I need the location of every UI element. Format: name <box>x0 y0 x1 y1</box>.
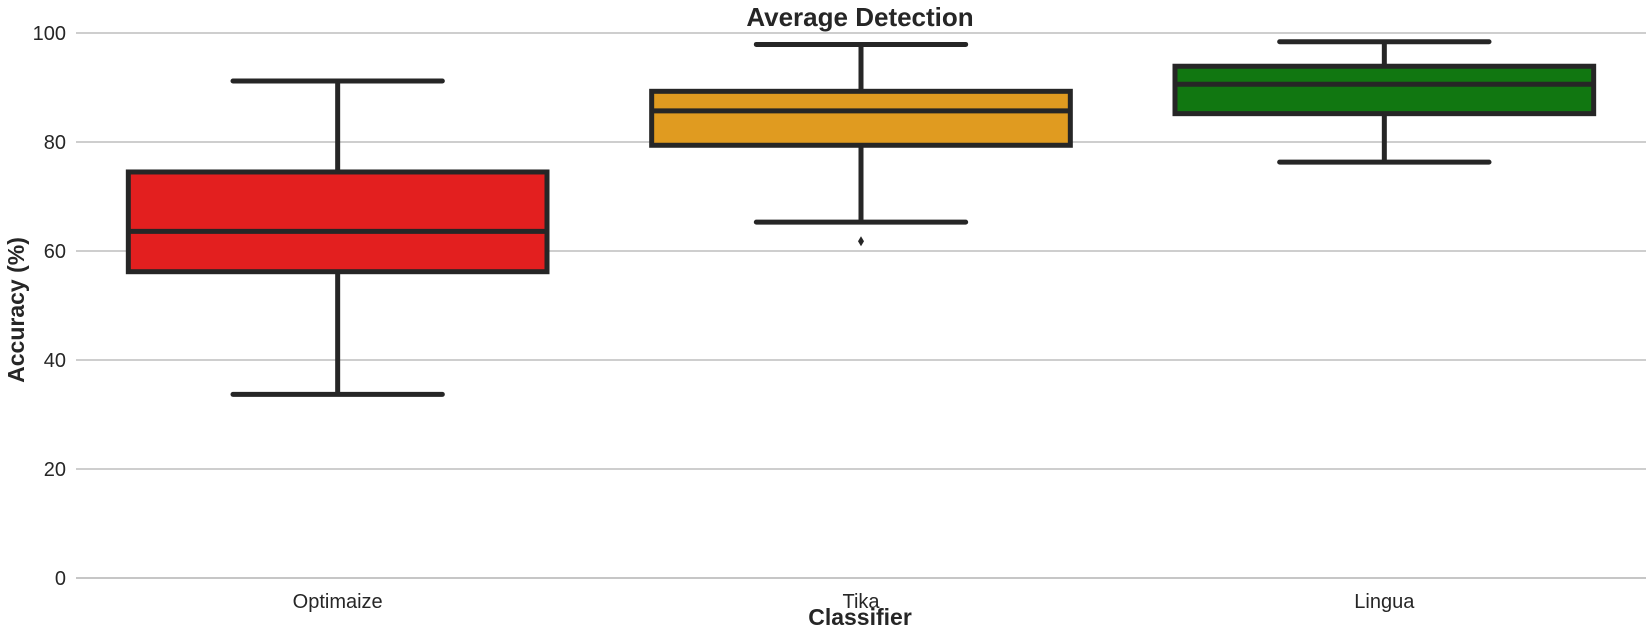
box-tika <box>649 41 1073 247</box>
x-axis-title: Classifier <box>808 604 912 630</box>
x-tick-labels: Optimaize Tika Lingua <box>293 591 1416 613</box>
y-tick-labels: 0 20 40 60 80 100 <box>33 23 66 590</box>
y-tick-label: 60 <box>44 241 66 263</box>
y-tick-label: 40 <box>44 350 66 372</box>
box-optimaize <box>125 78 550 397</box>
chart-title: Average Detection <box>746 2 973 32</box>
box-lingua <box>1172 39 1597 165</box>
box-body <box>125 169 550 275</box>
boxes <box>125 39 1597 397</box>
x-tick-label: Optimaize <box>293 591 383 613</box>
box-body <box>649 88 1073 148</box>
x-tick-label: Tika <box>842 591 880 613</box>
y-tick-label: 80 <box>44 132 66 154</box>
y-tick-label: 100 <box>33 23 66 45</box>
outlier-point <box>858 236 864 247</box>
y-tick-label: 0 <box>55 568 66 590</box>
y-axis-title: Accuracy (%) <box>3 237 29 383</box>
y-tick-label: 20 <box>44 459 66 481</box>
box-body <box>1172 63 1597 117</box>
x-tick-label: Lingua <box>1354 591 1415 613</box>
